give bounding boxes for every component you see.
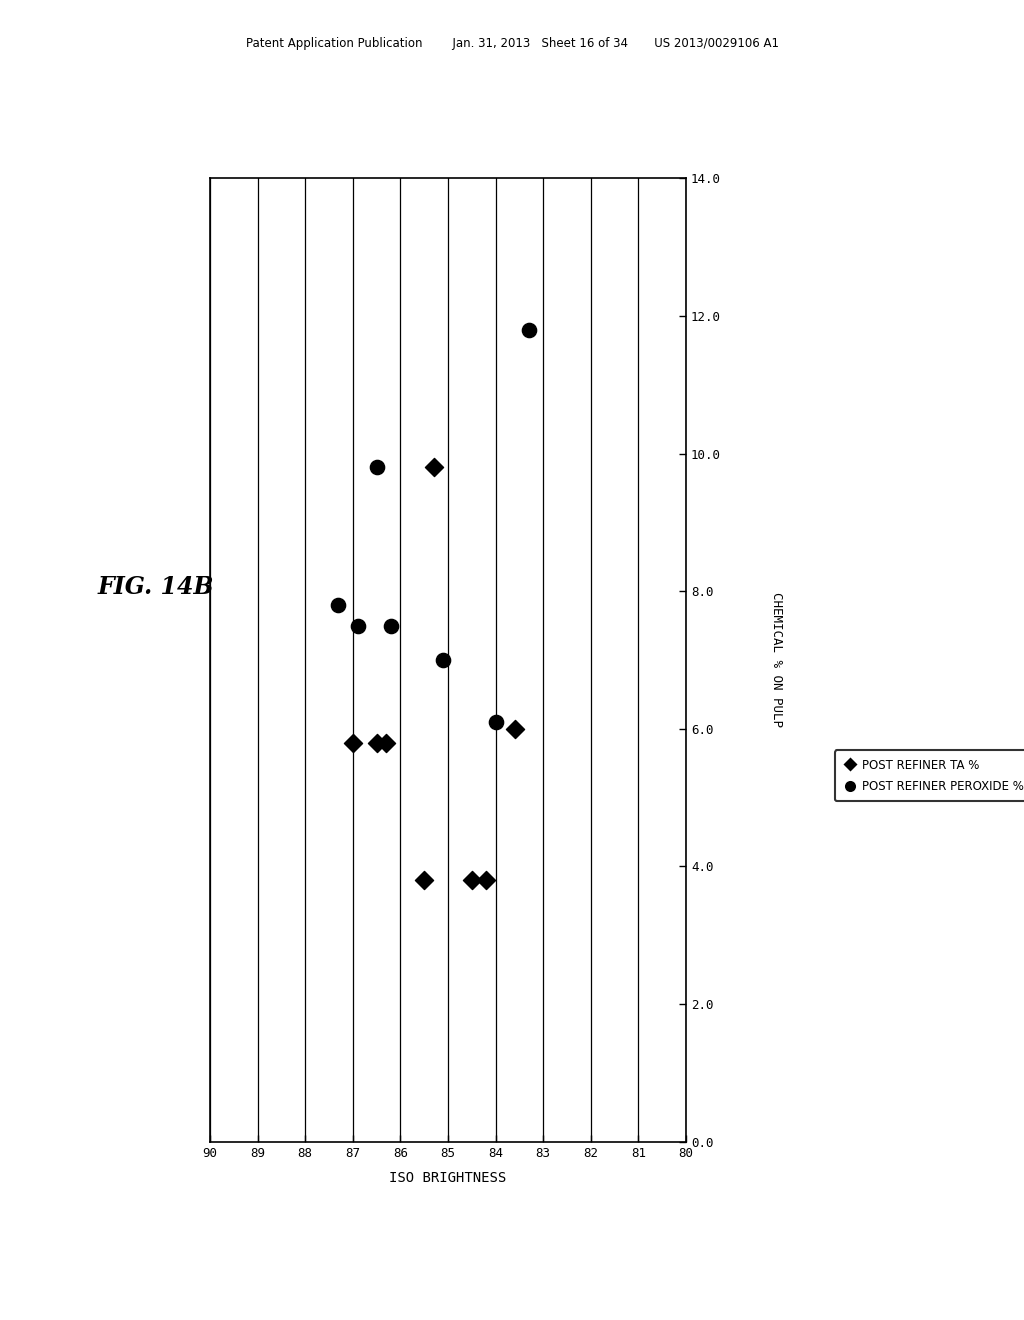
Point: [478, 870, 495, 891]
Text: Patent Application Publication        Jan. 31, 2013   Sheet 16 of 34       US 20: Patent Application Publication Jan. 31, …: [246, 37, 778, 50]
Point: [507, 718, 523, 739]
Point: [331, 594, 347, 615]
Y-axis label: CHEMICAL % ON PULP: CHEMICAL % ON PULP: [770, 593, 783, 727]
Point: [369, 733, 385, 754]
Point: [369, 457, 385, 478]
Point: [383, 615, 399, 636]
Legend: POST REFINER TA %, POST REFINER PEROXIDE %: POST REFINER TA %, POST REFINER PEROXIDE…: [835, 750, 1024, 801]
Point: [487, 711, 504, 733]
Point: [435, 649, 452, 671]
Point: [344, 733, 360, 754]
Point: [426, 457, 442, 478]
Point: [378, 733, 394, 754]
Point: [416, 870, 432, 891]
Text: FIG. 14B: FIG. 14B: [97, 576, 214, 599]
Point: [521, 319, 538, 341]
Point: [464, 870, 480, 891]
X-axis label: ISO BRIGHTNESS: ISO BRIGHTNESS: [389, 1171, 507, 1185]
Point: [349, 615, 366, 636]
